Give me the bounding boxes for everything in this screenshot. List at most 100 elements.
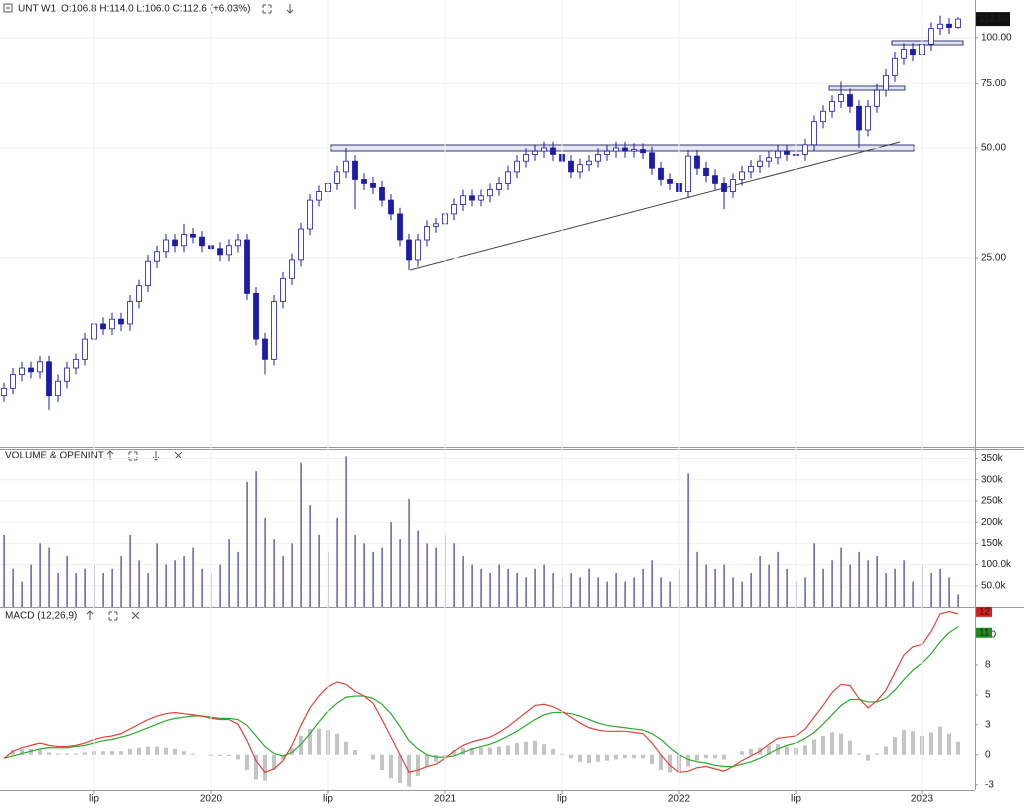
panel-title: VOLUME & OPENINT [5, 451, 104, 462]
candle-body [892, 57, 898, 76]
histogram-bar [380, 754, 384, 771]
volume-bar [687, 473, 689, 607]
candle-body [10, 374, 16, 389]
volume-bar [903, 560, 905, 607]
histogram-bar [317, 728, 321, 755]
candle-body [802, 144, 808, 155]
quote: O:106.8 H:114.0 L:106.0 C:112.6 (+6.03%) [61, 4, 250, 15]
histogram-bar [344, 741, 348, 755]
histogram-bar [623, 754, 627, 759]
candle-body [496, 182, 502, 190]
histogram-bar [290, 747, 294, 755]
candle-body [586, 160, 592, 166]
indicator-line [3, 626, 959, 768]
close-icon[interactable] [131, 611, 140, 620]
histogram-bar [641, 754, 645, 759]
y-tick-label: 8 [985, 660, 991, 671]
last-value-label: 11 [979, 627, 990, 638]
histogram-bar [659, 754, 663, 771]
candle-body [883, 74, 889, 91]
histogram-bar [47, 752, 51, 755]
candle-body [370, 182, 376, 188]
collapse-icon[interactable] [3, 3, 13, 13]
volume-bar [363, 543, 365, 607]
volume-bar [669, 581, 671, 607]
candle-body [82, 338, 88, 360]
candle-body [118, 318, 124, 325]
symbol: UNT [18, 4, 39, 15]
candle-body [784, 150, 790, 155]
candle-body [316, 191, 322, 201]
volume-bar [309, 505, 311, 607]
volume-bar [201, 568, 203, 607]
close-icon[interactable] [174, 451, 183, 460]
candle-body [550, 147, 556, 155]
histogram-bar [542, 744, 546, 755]
histogram-bar [821, 735, 825, 755]
y-tick-label: 75.00 [981, 78, 1006, 89]
histogram-bar [227, 754, 231, 756]
maximize-icon[interactable] [262, 4, 272, 14]
candle-body [343, 160, 349, 173]
trend-line[interactable] [409, 141, 901, 271]
volume-bar [165, 564, 167, 607]
candle-body [397, 213, 403, 241]
histogram-bar [551, 748, 555, 755]
resistance-band[interactable] [891, 40, 964, 46]
volume-bar [426, 543, 428, 607]
move-up-icon[interactable] [86, 610, 94, 620]
candle-body [307, 199, 313, 230]
volume-bar [750, 573, 752, 607]
candle-body [640, 149, 646, 154]
volume-bar [597, 577, 599, 607]
histogram-bar [128, 748, 132, 755]
candle-body [469, 195, 475, 201]
candle-body [568, 160, 574, 173]
volume-bar [66, 556, 68, 607]
histogram-bar [137, 747, 141, 755]
y-tick-label: 350k [981, 453, 1004, 464]
candle-body [766, 157, 772, 162]
histogram-bar [956, 741, 960, 755]
candle-body [532, 150, 538, 155]
panel-title: MACD (12,26,9) [5, 611, 77, 622]
volume-bar [588, 568, 590, 607]
volume-bar [30, 564, 32, 607]
move-down-icon[interactable] [286, 4, 294, 14]
candle-body [352, 160, 358, 180]
maximize-icon[interactable] [108, 611, 118, 621]
y-tick-label: 3 [985, 719, 991, 730]
candle-body [937, 23, 943, 30]
volume-bar [237, 551, 239, 607]
histogram-bar [695, 754, 699, 761]
volume-bar [696, 551, 698, 607]
histogram-bar [470, 747, 474, 755]
candle-body [694, 155, 700, 169]
volume-bar [894, 568, 896, 607]
candle-body [685, 155, 691, 192]
volume-bar [471, 564, 473, 607]
y-tick-label: 100.0k [981, 559, 1012, 570]
histogram-bar [713, 754, 717, 759]
volume-bar [57, 573, 59, 607]
histogram-bar [533, 740, 537, 755]
resistance-band[interactable] [828, 85, 906, 91]
last-price-tag [976, 12, 1010, 27]
candle-body [829, 101, 835, 112]
histogram-bar [596, 754, 600, 762]
volume-bar [615, 573, 617, 607]
candle-body [154, 251, 160, 262]
candle-body [217, 248, 223, 256]
x-tick-label: 2020 [200, 794, 223, 805]
volume-bar [822, 568, 824, 607]
candle-body [460, 195, 466, 205]
histogram-bar [164, 747, 168, 755]
candle-body [577, 164, 583, 173]
histogram-bar [272, 754, 276, 771]
histogram-bar [83, 752, 87, 755]
volume-bar [138, 560, 140, 607]
volume-bar [399, 539, 401, 607]
candle-body [271, 301, 277, 360]
volume-bar [957, 594, 959, 607]
